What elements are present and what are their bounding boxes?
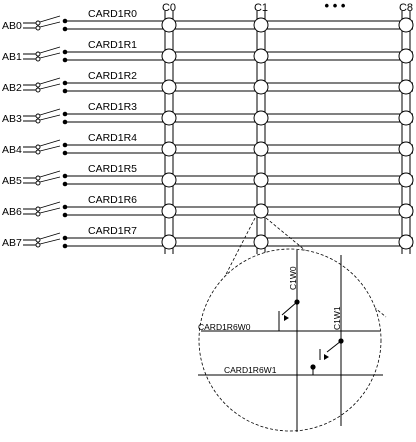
card-row-label: CARD1R3 <box>88 101 137 113</box>
card-row-label: CARD1R7 <box>88 225 137 237</box>
bus-row-ab0: AB0 CARD1R0 <box>2 8 414 33</box>
card-row-label: CARD1R0 <box>88 8 137 20</box>
crosspoint-node <box>398 234 414 250</box>
zoom-detail: C1W0 C1W1 CARD1R6W0 CARD1R6W1 <box>198 217 387 432</box>
column-ellipsis: • • • <box>325 0 346 13</box>
bus-label: AB5 <box>2 175 22 187</box>
bus-row-ab7: AB7 CARD1R7 <box>2 225 414 250</box>
column-label: C8 <box>399 2 413 14</box>
card-row-label: CARD1R6 <box>88 194 137 206</box>
crosspoint-node <box>161 234 177 250</box>
crosspoint-node <box>253 79 269 95</box>
crosspoint-node <box>398 79 414 95</box>
crosspoint-node <box>398 172 414 188</box>
crosspoint-node <box>398 110 414 126</box>
card-row-label: CARD1R1 <box>88 39 137 51</box>
bus-label: AB2 <box>2 82 22 94</box>
bus-switch <box>35 170 68 187</box>
bus-label: AB4 <box>2 144 22 156</box>
bus-label: AB7 <box>2 237 22 249</box>
bus-switch <box>35 15 68 32</box>
bus-row-ab1: AB1 CARD1R1 <box>2 39 414 64</box>
bus-label: AB0 <box>2 20 22 32</box>
bus-switch <box>35 232 68 249</box>
crosspoint-node <box>161 17 177 33</box>
crosspoint-node <box>398 48 414 64</box>
bus-label: AB3 <box>2 113 22 125</box>
bus-row-ab5: AB5 CARD1R5 <box>2 163 414 188</box>
bus-row-ab2: AB2 CARD1R2 <box>2 70 414 95</box>
crosspoint-switch-w1 <box>310 338 344 375</box>
crosspoint-node <box>398 17 414 33</box>
crosspoint-node <box>161 110 177 126</box>
crosspoint-node <box>253 234 269 250</box>
card-row-label: CARD1R2 <box>88 70 137 82</box>
bus-row-ab3: AB3 CARD1R3 <box>2 101 414 126</box>
crosspoint-node <box>161 141 177 157</box>
crosspoint-node <box>253 110 269 126</box>
bus-switch <box>35 108 68 125</box>
bus-switch <box>35 77 68 94</box>
crosspoint-node <box>161 48 177 64</box>
magnified-crosspoint-circle <box>198 248 382 432</box>
column-label: C0 <box>162 2 176 14</box>
bus-label: AB1 <box>2 51 22 63</box>
card-row-label: CARD1R5 <box>88 163 137 175</box>
row-wire-label-card1r6w1: CARD1R6W1 <box>224 365 277 375</box>
bus-switch <box>35 139 68 156</box>
crosspoint-node <box>253 172 269 188</box>
crosspoint-switch-w0 <box>278 299 300 331</box>
column-wire-label-c1w1: C1W1 <box>332 306 342 330</box>
crosspoint-node <box>161 203 177 219</box>
bus-row-ab4: AB4 CARD1R4 <box>2 132 414 157</box>
crosspoint-node <box>253 141 269 157</box>
crosspoint-node <box>253 17 269 33</box>
column-wire-label-c1w0: C1W0 <box>288 266 298 290</box>
column-label: C1 <box>254 2 268 14</box>
crosspoint-node <box>253 203 269 219</box>
bus-switch <box>35 46 68 63</box>
crosspoint-node <box>161 172 177 188</box>
bus-label: AB6 <box>2 206 22 218</box>
bus-switch <box>35 201 68 218</box>
matrix-grid: C0 C1 C8 • • • AB0 CARD1R0 AB1 CARD1R1 AB2 CARD1R… <box>2 0 414 254</box>
card-row-label: CARD1R4 <box>88 132 137 144</box>
row-wire-label-card1r6w0: CARD1R6W0 <box>198 322 251 332</box>
crosspoint-node <box>398 203 414 219</box>
bus-row-ab6: AB6 CARD1R6 <box>2 194 414 219</box>
crosspoint-node <box>253 48 269 64</box>
crosspoint-node <box>398 141 414 157</box>
crosspoint-node <box>161 79 177 95</box>
